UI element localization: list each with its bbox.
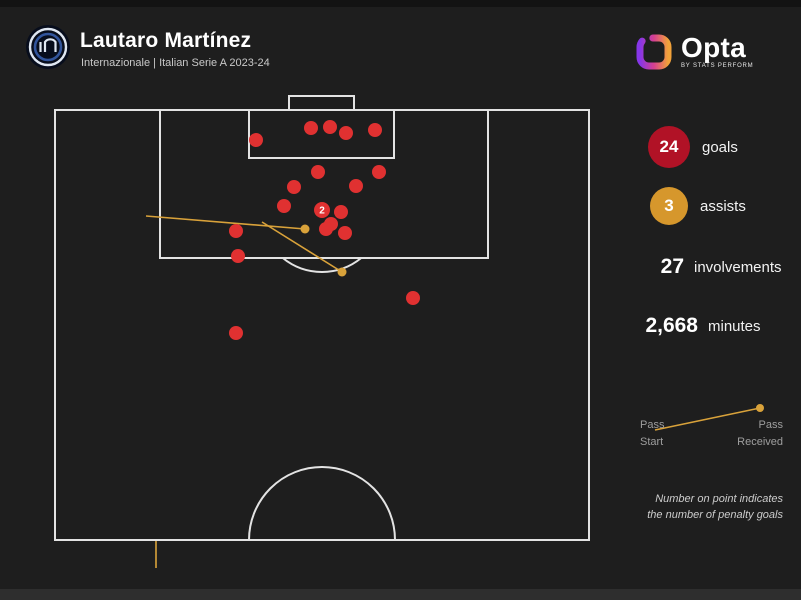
opta-logo-icon [636,34,672,70]
centre-circle-arc [248,466,396,541]
bottom-edge-strip [0,589,801,600]
page-subtitle: Internazionale | Italian Serie A 2023-24 [81,57,270,69]
page-title: Lautaro Martínez [80,29,252,52]
goal-dot [277,199,291,213]
legend-pass-received-label: Pass Received [715,417,783,451]
opta-brand: Opta BY STATS PERFORM [635,33,753,71]
goal-dot [304,121,318,135]
goal-dot [311,165,325,179]
minutes-label: minutes [708,317,761,335]
goals-count-circle: 24 [648,126,690,168]
goal-dot [323,120,337,134]
pass-received-dot [337,267,347,277]
legend-line-layer [654,404,764,431]
legend-pass-start-line2: Start [640,436,664,448]
stat-row-involvements: 27 involvements [600,253,782,281]
penalty-goal-dot [314,202,330,218]
goal-dot [349,179,363,193]
pitch-markings [54,95,590,541]
goal-dot [231,249,245,263]
legend-pass-received-line1: Pass [758,419,783,431]
assist-pass-line [261,221,343,273]
goal-dot [338,226,352,240]
goal-dot [334,205,348,219]
goal-dot [249,133,263,147]
legend-pass-line [654,407,761,431]
legend-pass-received-line2: Received [737,436,783,448]
penalty-arc [282,257,362,273]
penalty-area [159,109,489,259]
top-edge-strip [0,0,801,7]
goals-label: goals [702,138,738,156]
goal-dot [372,165,386,179]
goal-dot [339,126,353,140]
opta-tagline: BY STATS PERFORM [681,63,754,70]
stat-row-assists: 3 assists [650,187,746,225]
penalty-footnote: Number on point indicates the number of … [580,491,783,523]
goal-dot [229,326,243,340]
stat-row-minutes: 2,668 minutes [600,312,761,340]
assist-pass-layer [145,215,347,568]
legend-pass-start-line1: Pass [640,419,665,431]
goal-frame [288,95,355,111]
assist-pass-line [145,215,306,230]
involvements-count: 27 [660,255,684,278]
opta-wordmark-block: Opta BY STATS PERFORM [681,32,754,70]
legend-pass-start-label: Pass Start [640,417,664,451]
legend-pass-received-dot [756,404,764,412]
pass-received-dot [300,224,310,234]
goal-dot [368,123,382,137]
goal-dots-layer: 2 [229,120,420,340]
penalty-footnote-line1: Number on point indicates [655,493,783,505]
goal-dot [287,180,301,194]
minutes-count: 2,668 [645,314,698,337]
involvements-label: involvements [694,258,782,276]
assists-label: assists [700,197,746,215]
six-yard-box [248,109,395,159]
opta-wordmark: Opta [681,32,746,63]
assists-count-circle: 3 [650,187,688,225]
inter-club-badge-icon [26,25,70,69]
stat-row-goals: 24 goals [648,126,738,168]
goal-dot [319,222,333,236]
goal-dot [229,224,243,238]
penalty-goal-count: 2 [319,206,325,217]
goal-dot [406,291,420,305]
penalty-footnote-line2: the number of penalty goals [647,509,783,521]
